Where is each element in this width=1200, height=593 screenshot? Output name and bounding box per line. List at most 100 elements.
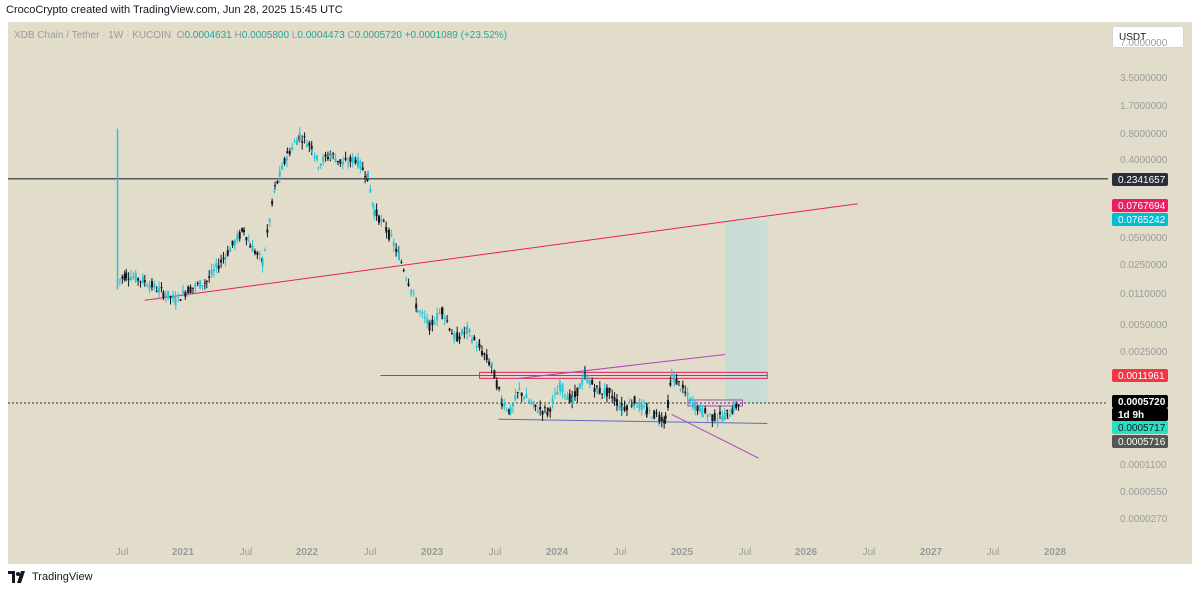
candle-body — [635, 406, 638, 408]
candle-body — [305, 144, 308, 148]
candle-body — [630, 405, 633, 407]
candle-body — [473, 336, 476, 340]
candle-body — [689, 397, 692, 400]
candle-body — [153, 283, 156, 288]
candle-body — [129, 276, 132, 281]
candle-body — [243, 229, 245, 233]
candle-body — [621, 407, 624, 409]
candle-body — [655, 412, 658, 414]
candle-body — [169, 296, 172, 298]
candle-body — [334, 158, 337, 163]
candle-body — [215, 262, 218, 268]
close-value: 0.0005720 — [354, 30, 402, 41]
candle-body — [563, 394, 566, 397]
candle-body — [201, 285, 204, 287]
candle-body — [463, 332, 466, 334]
y-tick-label: 1.7000000 — [1120, 101, 1168, 112]
candle-body — [541, 410, 544, 415]
candle-body — [596, 389, 599, 395]
candle-body — [184, 292, 187, 297]
candle-body — [646, 407, 648, 414]
top-bar: CrocoCrypto created with TradingView.com… — [0, 0, 1200, 22]
candle-body — [179, 299, 182, 301]
candle-body — [367, 171, 369, 179]
candle-body — [134, 272, 137, 282]
candle-body — [351, 156, 354, 164]
y-tick-label: 0.0001100 — [1120, 460, 1167, 471]
candle-body — [539, 407, 542, 410]
candle-body — [123, 273, 126, 280]
candle-body — [726, 409, 729, 411]
candle-body — [410, 289, 413, 292]
candle-body — [701, 415, 704, 417]
x-tick-label: Jul — [987, 547, 1000, 558]
candle-body — [716, 419, 719, 421]
candle-body — [344, 158, 347, 160]
candle-body — [160, 287, 163, 289]
candle-body — [276, 180, 279, 184]
candle-body — [181, 290, 184, 294]
candle-body — [737, 404, 740, 407]
candle-body — [199, 280, 202, 289]
candle-body — [581, 378, 584, 385]
candle-body — [261, 259, 264, 266]
candle-body — [407, 283, 410, 286]
candle-body — [666, 399, 669, 408]
chart-frame[interactable]: XDB Chain / Tether · 1W · KUCOIN O0.0004… — [8, 22, 1192, 564]
candle-body — [241, 228, 244, 232]
candle-body — [303, 136, 306, 138]
candle-body — [273, 190, 276, 192]
candle-body — [586, 375, 589, 383]
candle-body — [559, 385, 562, 392]
candle-body — [390, 234, 393, 237]
candle-body — [568, 393, 571, 403]
symbol-name: XDB Chain / Tether · 1W · KUCOIN — [14, 30, 172, 41]
price-badge-label: 0.0011961 — [1118, 371, 1165, 382]
y-tick-label: 0.0000270 — [1120, 514, 1168, 525]
candle-body — [431, 319, 434, 326]
candle-body — [295, 139, 298, 145]
candle-body — [638, 401, 641, 409]
candle-body — [670, 373, 673, 376]
candle-body — [187, 286, 190, 294]
candle-body — [475, 346, 478, 348]
candle-body — [317, 167, 320, 169]
candle-body — [523, 397, 526, 399]
candle-body — [189, 287, 192, 293]
currency-selector[interactable]: USDT — [1112, 26, 1184, 48]
candle-body — [258, 253, 261, 255]
candle-body — [677, 381, 680, 383]
candle-body — [588, 380, 591, 385]
candle-body — [603, 388, 606, 395]
candle-body — [322, 156, 325, 163]
candle-body — [566, 396, 569, 400]
candle-body — [534, 404, 537, 407]
y-tick-label: 7.0000000 — [1120, 38, 1168, 49]
candle-body — [633, 403, 636, 407]
tradingview-logo-icon — [8, 571, 25, 583]
trendline-blue-lower — [498, 418, 768, 424]
footer: TradingView — [8, 571, 93, 583]
candle-body — [210, 269, 213, 276]
candle-body — [633, 396, 636, 404]
candle-body — [150, 280, 153, 288]
candle-body — [658, 414, 661, 422]
candle-body — [650, 417, 653, 419]
candle-body — [466, 326, 469, 333]
candle-body — [701, 407, 704, 416]
candle-body — [500, 403, 503, 406]
candle-body — [505, 409, 508, 411]
candle-body — [205, 280, 208, 283]
candle-body — [618, 405, 621, 409]
candle-body — [125, 272, 128, 278]
candle-body — [518, 388, 521, 390]
trendline-purple-lower — [671, 414, 759, 459]
candle-body — [238, 232, 241, 239]
candle-body — [194, 283, 197, 287]
candle-body — [660, 417, 663, 421]
candle-body — [613, 397, 616, 402]
candle-body — [196, 283, 199, 285]
chart-canvas[interactable]: 7.0000000 3.5000000 1.7000000 0.8000000 0.40… — [8, 22, 1192, 564]
candle-body — [556, 391, 559, 395]
candle-body — [271, 200, 274, 205]
